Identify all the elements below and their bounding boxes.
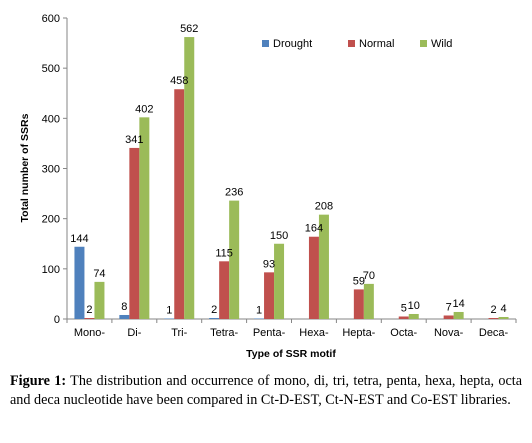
data-label: 14 [453,298,465,310]
data-label: 8 [121,301,127,313]
bar-wild [318,214,329,319]
chart-bars [74,37,509,320]
chart-data-labels: 1442748341402145856221152361931501642085… [70,23,506,316]
data-label: 164 [305,223,323,235]
bar-normal [174,89,185,319]
bar-wild [229,200,240,319]
y-tick-label: 200 [42,214,60,226]
data-label: 93 [263,258,275,270]
y-tick-label: 100 [42,264,60,276]
figure-caption: Figure 1: The distribution and occurrenc… [10,372,522,409]
legend-swatch-wild [420,40,427,47]
x-tick-label: Hexa- [299,327,329,339]
caption-text: The distribution and occurrence of mono,… [10,373,522,408]
data-label: 7 [446,301,452,313]
data-label: 2 [490,304,496,316]
bar-drought [254,318,265,319]
bar-wild [274,243,285,319]
bar-drought [119,314,130,319]
bar-drought [164,318,175,319]
bar-normal [443,315,454,319]
bar-normal [264,272,275,319]
data-label: 59 [353,275,365,287]
x-tick-label: Nova- [434,327,464,339]
y-tick-label: 600 [42,13,60,25]
data-label: 10 [408,300,420,312]
data-label: 2 [86,304,92,316]
x-tick-label: Hepta- [342,327,375,339]
bar-wild [453,311,464,319]
bar-normal [84,317,95,319]
bar-drought [74,246,85,319]
data-label: 1 [166,304,172,316]
bar-normal [219,261,230,319]
bar-normal [353,289,364,319]
x-tick-label: Tri- [171,327,187,339]
bar-wild [184,37,195,320]
bar-wild [94,281,105,319]
bar-normal [488,317,499,319]
data-label: 115 [215,247,233,259]
x-tick-label: Mono- [74,327,106,339]
data-label: 74 [93,268,105,280]
x-tick-label: Deca- [479,327,509,339]
chart-legend: Drought Normal Wild [262,38,452,50]
data-label: 402 [135,103,153,115]
legend-swatch-drought [262,40,269,47]
bar-wild [498,316,509,319]
x-tick-label: Di- [127,327,141,339]
x-tick-label: Octa- [390,327,417,339]
data-label: 208 [315,201,333,213]
legend-swatch-normal [348,40,355,47]
x-axis-title: Type of SSR motif [246,348,336,360]
bar-drought [209,317,220,319]
data-label: 5 [401,302,407,314]
y-tick-label: 400 [42,113,60,125]
legend-label-wild: Wild [431,38,452,50]
legend-label-normal: Normal [359,38,394,50]
data-label: 4 [500,303,506,315]
data-label: 458 [170,75,188,87]
bar-wild [139,117,150,319]
bar-normal [308,236,319,319]
data-label: 236 [225,187,243,199]
bar-chart: 0 100 200 300 400 500 600 Mono- Di- Tri- Tetra- Pen… [19,13,517,360]
y-tick-label: 0 [54,314,60,326]
chart-axes: 0 100 200 300 400 500 600 Mono- Di- Tri- Tetra- Pen… [42,13,517,339]
x-tick-label: Penta- [253,327,286,339]
bar-wild [408,313,419,319]
y-tick-label: 300 [42,164,60,176]
bar-wild [363,283,374,319]
bar-normal [129,147,140,319]
y-tick-label: 500 [42,63,60,75]
bar-normal [398,316,409,319]
caption-label: Figure 1: [10,373,67,389]
data-label: 2 [211,304,217,316]
x-tick-label: Tetra- [210,327,238,339]
data-label: 341 [125,134,143,146]
data-label: 70 [363,270,375,282]
data-label: 150 [270,230,288,242]
data-label: 1 [256,304,262,316]
data-label: 562 [180,23,198,35]
data-label: 144 [70,233,88,245]
y-axis-title: Total number of SSRs [19,113,31,222]
legend-label-drought: Drought [273,38,312,50]
